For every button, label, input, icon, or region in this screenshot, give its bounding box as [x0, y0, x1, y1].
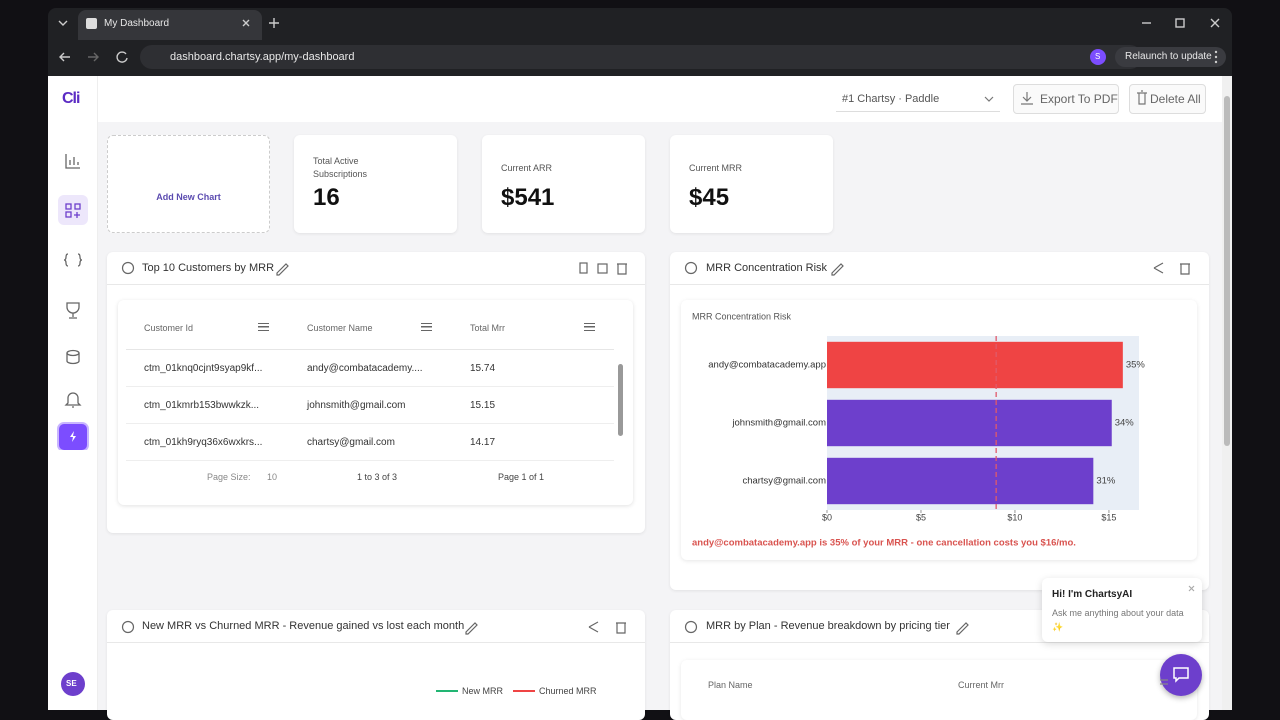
chat-title: Hi! I'm ChartsyAI [1052, 589, 1133, 600]
add-chart-card[interactable] [107, 135, 270, 233]
legend-swatch [436, 690, 458, 692]
bar-label: 31% [1096, 476, 1116, 487]
x-tick-label: $15 [1101, 512, 1116, 522]
cell: 15.15 [470, 400, 496, 411]
category-label: johnsmith@gmail.com [731, 418, 826, 429]
url[interactable]: dashboard.chartsy.app/my-dashboard [170, 51, 355, 63]
divider [670, 284, 1209, 285]
legend-label: New MRR [462, 686, 504, 696]
avatar[interactable] [61, 672, 85, 696]
column-header: Current Mrr [958, 680, 1005, 690]
column-header[interactable]: Customer Name [307, 323, 373, 333]
cell: ctm_01kh9ryq36x6wxkrs... [144, 437, 263, 448]
divider [107, 284, 645, 285]
relaunch[interactable]: Relaunch to update [1125, 51, 1212, 62]
stat-label: Current MRR [689, 163, 743, 173]
chat-button[interactable] [1160, 654, 1202, 696]
profile[interactable]: S [1095, 52, 1101, 61]
range: 1 to 3 of 3 [357, 472, 398, 482]
legend-label: Churned MRR [539, 686, 597, 696]
row-divider [126, 349, 614, 350]
add-chart-label: Add New Chart [156, 192, 221, 202]
category-label: chartsy@gmail.com [742, 476, 826, 487]
panel-title: MRR by Plan - Revenue breakdown by prici… [706, 620, 950, 632]
legend-swatch [513, 690, 535, 692]
category-label: andy@combatacademy.app [708, 360, 826, 371]
cell: 15.74 [470, 363, 496, 374]
cell: ctm_01kmrb153bwwkzk... [144, 400, 260, 411]
scrollbar[interactable] [1222, 76, 1232, 710]
x-tick-label: $5 [916, 512, 926, 522]
bar [827, 399, 1112, 447]
page: Page 1 of 1 [498, 472, 545, 482]
delete-text: Delete All [1150, 92, 1201, 106]
plan-table [681, 660, 1197, 720]
page-size[interactable]: 10 [267, 472, 278, 482]
chrome-icons [58, 18, 1226, 69]
chart: MRR Concentration Risk $0 $5 $10 $15 andy@com… [692, 311, 1146, 549]
divider [670, 642, 1209, 643]
cell: johnsmith@gmail.com [307, 400, 406, 411]
stat-label: Current ARR [501, 163, 553, 173]
row-divider [126, 423, 614, 424]
column-menu[interactable] [584, 323, 595, 331]
page-size-label: Page Size: [207, 472, 251, 482]
avatar-text: SE [66, 679, 77, 688]
chart-title: MRR Concentration Risk [692, 311, 792, 321]
annotation: andy@combatacademy.app is 35% of your MR… [692, 538, 1076, 549]
x-tick-label: $10 [1007, 512, 1022, 522]
row-divider [126, 386, 614, 387]
stat-card [482, 135, 645, 233]
dataset-text: #1 Chartsy · Paddle [842, 93, 940, 105]
sidebar-icons [57, 154, 89, 450]
column-header: Plan Name [708, 680, 753, 690]
bar-label: 34% [1115, 418, 1135, 429]
bar-label: 35% [1126, 360, 1146, 371]
table-scrollbar[interactable] [618, 364, 623, 436]
stat-value: 16 [313, 184, 340, 211]
column-menu[interactable] [258, 323, 269, 331]
panel-title: New MRR vs Churned MRR - Revenue gained … [142, 620, 465, 632]
chat-text: Ask me anything about your data ✨ [1052, 608, 1184, 632]
column-header[interactable]: Total Mrr [470, 323, 506, 333]
cell: chartsy@gmail.com [307, 437, 395, 448]
bar [827, 457, 1094, 505]
logo[interactable]: Cli [62, 90, 80, 107]
cell: 14.17 [470, 437, 496, 448]
stat-card [294, 135, 457, 233]
stat-label: Total Active Subscriptions [313, 156, 368, 179]
panel-title: MRR Concentration Risk [706, 262, 828, 274]
cell: ctm_01knq0cjnt9syap9kf... [144, 363, 263, 374]
x-tick-label: $0 [822, 512, 832, 522]
stat-card [670, 135, 833, 233]
tab-title: My Dashboard [104, 18, 170, 29]
row-divider [126, 460, 614, 461]
tab-icon [86, 18, 97, 29]
export-text: Export To PDF [1040, 92, 1118, 106]
divider [107, 642, 645, 643]
bar [827, 341, 1123, 389]
column-menu[interactable] [421, 323, 432, 331]
column-header[interactable]: Customer Id [144, 323, 194, 333]
panel-title: Top 10 Customers by MRR [142, 262, 275, 274]
tab[interactable] [78, 10, 262, 40]
cell: andy@combatacademy.... [307, 363, 423, 374]
dataset-select[interactable] [836, 86, 1000, 112]
stat-value: $45 [689, 184, 730, 211]
stat-value: $541 [501, 184, 555, 211]
